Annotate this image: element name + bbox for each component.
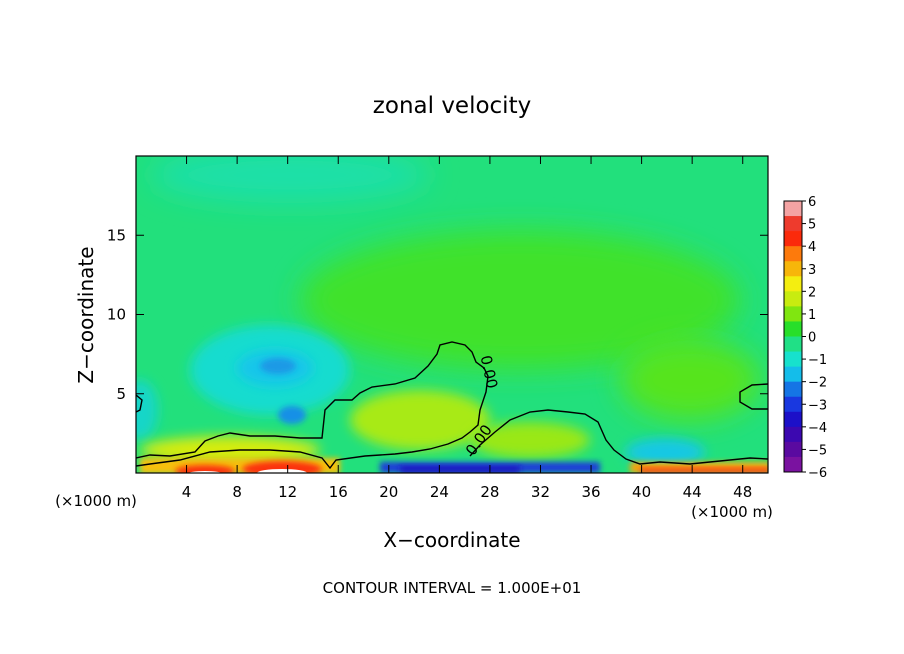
zero-contour-right (469, 409, 768, 465)
colorbar-label: 6 (808, 195, 816, 210)
field-region-bottom-darkblue (400, 466, 520, 473)
x-tick-label: 44 (683, 483, 702, 501)
y-tick-label: 15 (107, 226, 126, 244)
contour-interval-note: CONTOUR INTERVAL = 1.000E+01 (323, 579, 582, 597)
x-tick-label: 24 (430, 483, 449, 501)
colorbar-swatch (784, 381, 802, 398)
field-region-neg-d (278, 406, 306, 424)
x-axis-unit-left: (×1000 m) (55, 492, 137, 510)
colorbar-swatch (784, 276, 802, 292)
field-region-pos-a (350, 390, 490, 450)
field-region-neg-e (136, 380, 158, 440)
colorbar-swatch (784, 396, 802, 413)
colorbar-swatch (784, 306, 802, 322)
zero-contour-left-edge (136, 394, 143, 413)
colorbar-swatch (784, 291, 802, 307)
field-region-bottom-red-b (242, 461, 322, 473)
colorbar-swatch (784, 201, 802, 217)
field-region-pos-b (470, 422, 590, 458)
colorbar-label: 2 (808, 285, 816, 300)
y-axis-label: Z−coordinate (74, 246, 98, 383)
field-region-bottom-white-b (257, 469, 307, 473)
colorbar-swatch (784, 351, 802, 368)
chart-title: zonal velocity (373, 93, 531, 119)
field-region-neg-f (625, 438, 705, 466)
x-tick-label: 48 (733, 483, 752, 501)
y-axis-ticks: 5 10 15 (107, 226, 768, 403)
field-region-neg-c (260, 358, 296, 374)
zero-contour-main (136, 341, 489, 470)
field-region-bottom-red-a (175, 465, 235, 473)
colorbar-swatch (784, 441, 802, 458)
field-region-bottom-red-c (640, 468, 768, 473)
x-tick-label: 8 (232, 483, 242, 501)
field-region-bottom-white-a (188, 471, 222, 473)
colorbar-label: −6 (808, 466, 827, 481)
colorbar: 6 5 4 3 2 1 0 −1 −2 −3 −4 −5 −6 (783, 195, 827, 481)
colorbar-swatch (784, 336, 802, 353)
colorbar-swatch (784, 426, 802, 443)
colorbar-label: 1 (808, 308, 816, 323)
colorbar-label: −2 (808, 376, 827, 391)
colorbar-swatch (784, 231, 802, 247)
velocity-field (136, 156, 768, 473)
colorbar-swatch (784, 246, 802, 262)
colorbar-swatch (784, 261, 802, 277)
colorbar-swatch (784, 411, 802, 428)
zero-contour-right-edge (739, 383, 768, 410)
colorbar-swatch (784, 366, 802, 383)
y-tick-label: 10 (107, 306, 126, 324)
colorbar-label: −4 (808, 421, 827, 436)
x-axis-label: X−coordinate (383, 528, 520, 552)
field-region-center (300, 230, 740, 370)
x-tick-label: 16 (329, 483, 348, 501)
colorbar-label: 4 (808, 240, 816, 255)
x-tick-label: 20 (379, 483, 398, 501)
y-tick-label: 5 (116, 385, 126, 403)
field-region-right (620, 340, 760, 420)
x-tick-label: 4 (182, 483, 192, 501)
x-tick-label: 36 (581, 483, 600, 501)
x-tick-label: 12 (278, 483, 297, 501)
colorbar-label: −5 (808, 443, 827, 458)
field-region-upper (150, 156, 430, 203)
colorbar-label: 3 (808, 263, 816, 278)
x-tick-label: 40 (632, 483, 651, 501)
colorbar-label: −1 (808, 353, 827, 368)
x-axis-unit-right: (×1000 m) (691, 503, 773, 521)
x-tick-label: 32 (531, 483, 550, 501)
colorbar-swatch (784, 456, 802, 473)
colorbar-label: 0 (808, 331, 816, 346)
field-region-bottom-orange (630, 462, 768, 473)
x-tick-label: 28 (480, 483, 499, 501)
colorbar-label: −3 (808, 398, 827, 413)
colorbar-label: 5 (808, 218, 816, 233)
colorbar-swatch (784, 321, 802, 337)
x-axis-ticks: 4 8 12 16 20 24 28 32 36 40 44 48 (182, 156, 752, 501)
colorbar-swatch (784, 216, 802, 232)
